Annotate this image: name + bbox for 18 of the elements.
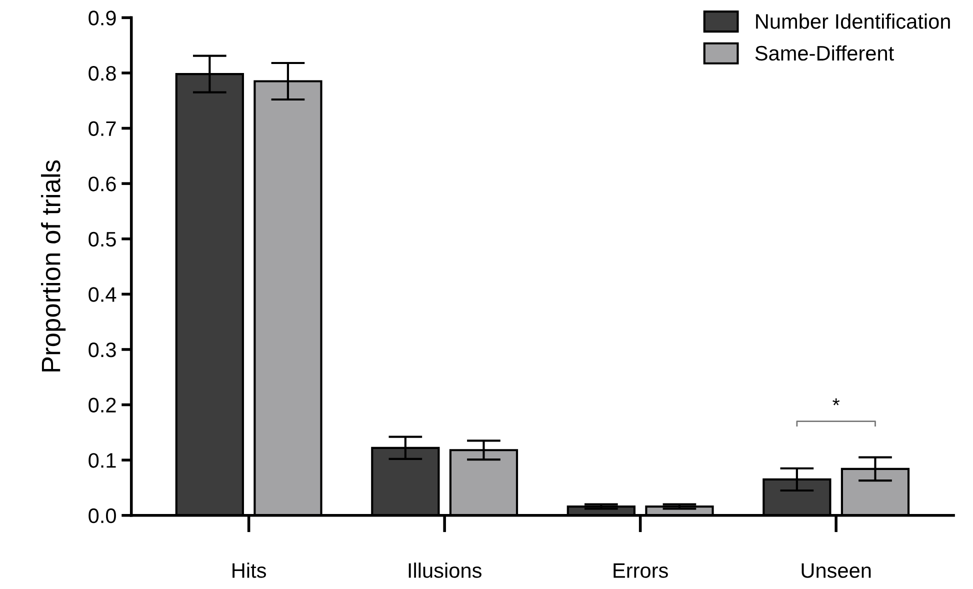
y-tick-label: 0.0	[88, 508, 116, 524]
annotation: *	[832, 398, 840, 406]
y-tick-label: 0.2	[88, 398, 116, 413]
y-tick-label: 0.5	[88, 232, 116, 247]
y-tick-label: 0.8	[88, 66, 116, 81]
y-axis-title: Proportion of trials	[40, 160, 66, 372]
legend-label: Number Identification	[756, 14, 950, 29]
x-tick-label: Errors	[614, 563, 668, 578]
y-tick-label: 0.4	[88, 287, 116, 302]
y-tick-label: 0.3	[88, 342, 116, 358]
x-tick-label: Hits	[232, 562, 266, 578]
y-tick-label: 0.9	[88, 10, 116, 26]
x-tick-label: Unseen	[802, 563, 871, 578]
x-tick-label: Illusions	[408, 562, 482, 578]
legend-label: Same-Different	[755, 45, 894, 61]
y-tick-label: 0.7	[88, 121, 116, 136]
y-tick-label: 0.1	[88, 453, 116, 468]
y-tick-label: 0.6	[88, 176, 116, 192]
